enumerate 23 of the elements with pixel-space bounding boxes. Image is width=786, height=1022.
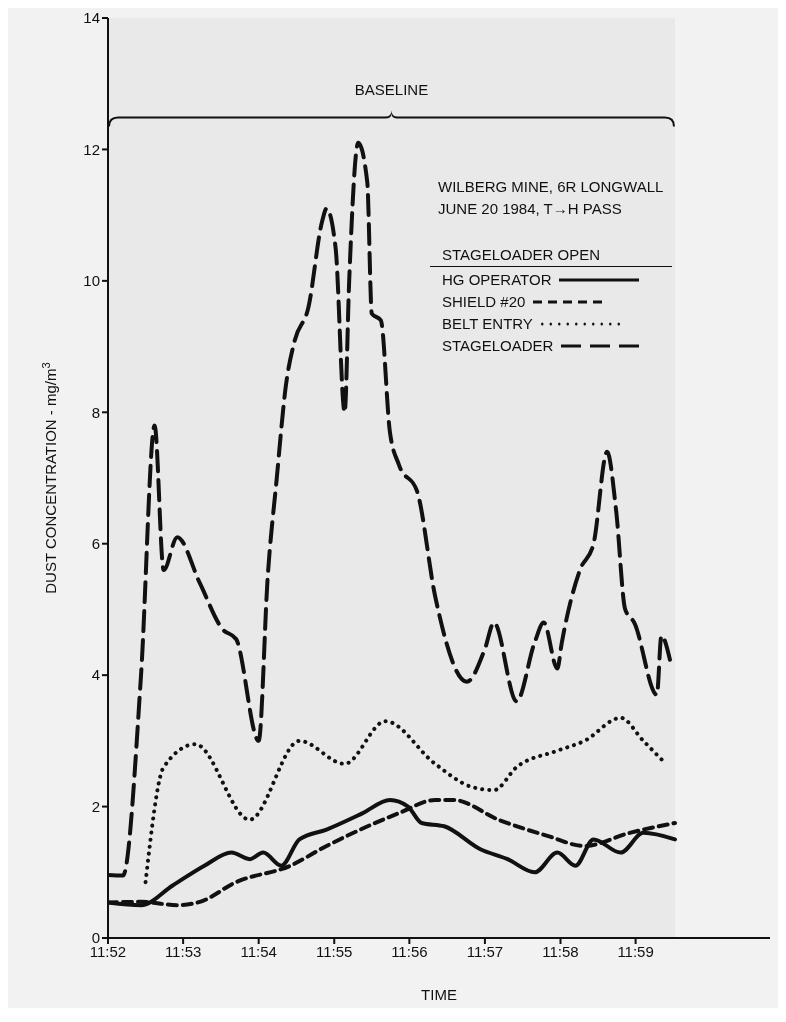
legend-label: HG OPERATOR (442, 270, 552, 290)
x-tick-label: 11:55 (316, 942, 353, 960)
legend-label: SHIELD #20 (442, 292, 526, 312)
x-tick-label: 11:53 (164, 942, 202, 960)
y-tick-label: 10 (83, 272, 100, 290)
x-axis-title: TIME (421, 986, 457, 1003)
legend-title: STAGELOADER OPEN (430, 244, 672, 267)
band-label: BASELINE (354, 80, 429, 98)
y-tick-label: 4 (91, 666, 100, 684)
legend-label: BELT ENTRY (442, 314, 533, 334)
x-tick-label: 11:54 (240, 942, 277, 960)
y-tick-label: 12 (83, 140, 100, 158)
x-tick-label: 11:57 (466, 942, 504, 960)
annotation: WILBERG MINE, 6R LONGWALL (438, 177, 664, 197)
x-tick-label: 11:59 (617, 942, 654, 960)
x-tick-label: 11:56 (391, 942, 428, 960)
y-tick-label: 6 (91, 535, 100, 553)
y-tick-label: 2 (91, 797, 100, 815)
x-tick-label: 11:58 (542, 942, 579, 960)
y-tick-label: 14 (83, 9, 100, 27)
y-tick-label: 8 (91, 403, 100, 421)
legend-label: STAGELOADER (442, 336, 554, 356)
annotation: JUNE 20 1984, T→H PASS (438, 199, 623, 219)
